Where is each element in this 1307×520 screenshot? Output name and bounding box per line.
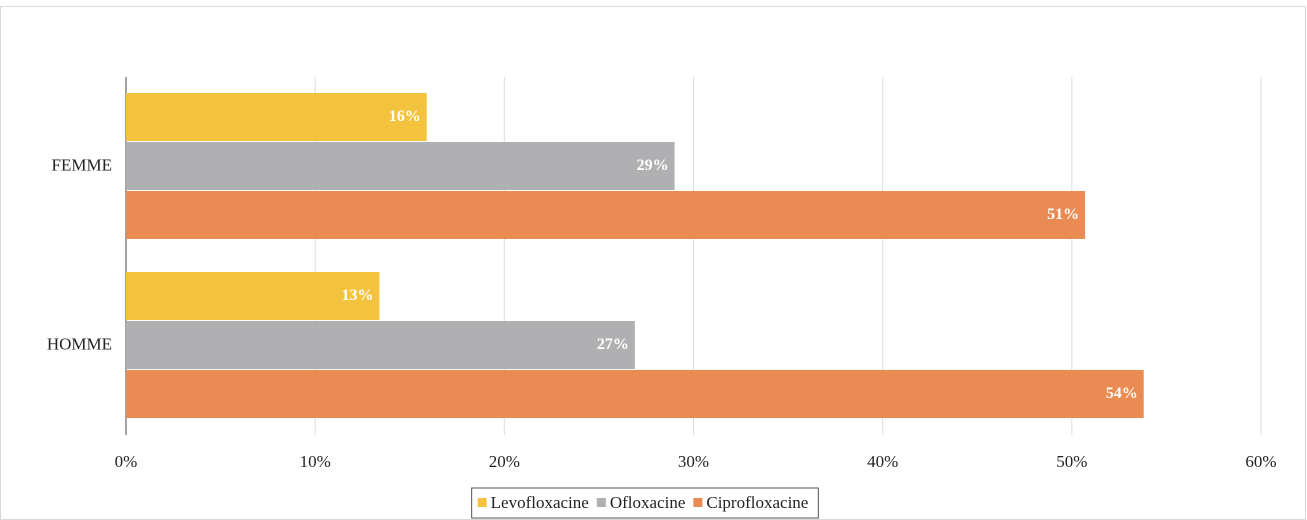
x-tick-label: 10% (300, 452, 331, 471)
value-label: 29% (637, 157, 669, 174)
y-tick-label: FEMME (52, 155, 112, 174)
legend: Levofloxacine Ofloxacine Ciprofloxacine (471, 487, 819, 519)
x-tick-label: 40% (867, 452, 898, 471)
legend-swatch (477, 498, 487, 507)
bar (126, 93, 427, 141)
x-tick-label: 50% (1056, 452, 1087, 471)
bar (126, 142, 675, 190)
x-tick-label: 60% (1245, 452, 1276, 471)
legend-swatch (693, 498, 703, 507)
chart-frame (0, 6, 1306, 520)
legend-frame (471, 487, 819, 519)
bar (126, 321, 635, 369)
value-label: 16% (389, 108, 421, 125)
legend-label: Ofloxacine (610, 493, 686, 512)
value-label: 54% (1106, 385, 1138, 402)
x-tick-label: 0% (115, 452, 138, 471)
bar (126, 191, 1086, 239)
value-label: 13% (341, 287, 373, 304)
bar (126, 272, 380, 320)
legend-swatch (596, 498, 606, 507)
bar (126, 370, 1144, 418)
x-tick-label: 30% (678, 452, 709, 471)
legend-label: Levofloxacine (491, 493, 589, 512)
value-label: 27% (597, 336, 629, 353)
y-tick-label: HOMME (47, 334, 112, 353)
value-label: 51% (1047, 206, 1079, 223)
x-tick-label: 20% (489, 452, 520, 471)
legend-label: Ciprofloxacine (706, 493, 808, 512)
